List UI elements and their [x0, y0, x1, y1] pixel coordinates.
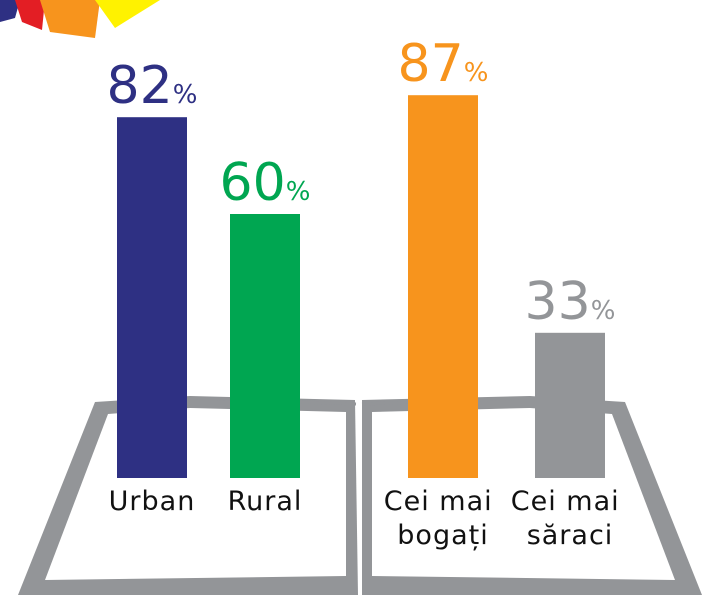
- chart: 82%Urban60%Rural87%Cei mai bogați33%Cei …: [0, 0, 705, 601]
- category-label: Rural: [228, 486, 303, 517]
- value-label: 60%: [220, 153, 311, 213]
- value-label: 82%: [107, 56, 198, 116]
- bar: [117, 117, 187, 478]
- value-label: 33%: [525, 272, 616, 332]
- bar: [535, 333, 605, 478]
- bar: [408, 95, 478, 478]
- value-label: 87%: [398, 34, 489, 94]
- category-label: Urban: [109, 486, 196, 517]
- decoration: [0, 0, 160, 38]
- bar: [230, 214, 300, 478]
